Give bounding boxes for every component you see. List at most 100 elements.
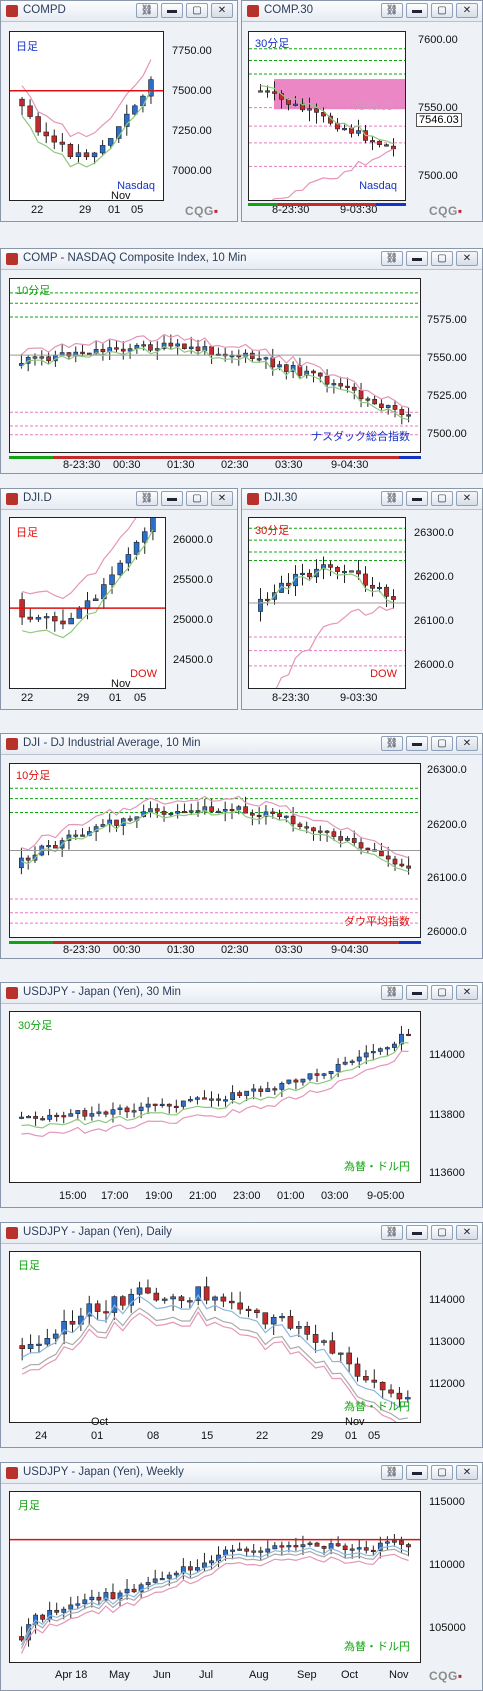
maximize-button[interactable]: ▢ bbox=[186, 491, 208, 506]
link-icon[interactable]: ⛓ bbox=[381, 1465, 403, 1480]
link-icon[interactable]: ⛓ bbox=[136, 3, 158, 18]
candle-body bbox=[178, 1296, 185, 1301]
window-title: USDJPY - Japan (Yen), Daily bbox=[23, 1226, 172, 1238]
candle-body bbox=[159, 1578, 165, 1581]
chart-plot-area[interactable]: 月足 為替・ドル円 bbox=[9, 1491, 421, 1663]
window-title: DJI.D bbox=[23, 492, 52, 504]
chart-plot-area[interactable]: 30分足 為替・ドル円 bbox=[9, 1011, 421, 1183]
x-axis-label: 01 bbox=[108, 204, 121, 216]
chart-window-compd[interactable]: COMPD ⛓ ▬ ▢ ✕ 日足 Nasdaq 7750.00 7500.00 7… bbox=[0, 0, 238, 222]
close-button[interactable]: ✕ bbox=[456, 491, 478, 506]
candle-body bbox=[68, 617, 74, 625]
minimize-button[interactable]: ▬ bbox=[406, 251, 428, 266]
candle-body bbox=[68, 1113, 74, 1117]
title-bar[interactable]: DJI.D ⛓ ▬ ▢ ✕ bbox=[1, 489, 237, 510]
maximize-button[interactable]: ▢ bbox=[431, 251, 453, 266]
chart-window-usdjpy-daily[interactable]: USDJPY - Japan (Yen), Daily ⛓ ▬ ▢ ✕ 日足 為替… bbox=[0, 1222, 483, 1448]
candle-body bbox=[279, 1545, 285, 1548]
chart-plot-area[interactable]: 日足 為替・ドル円 bbox=[9, 1251, 421, 1423]
chart-window-usdjpy-weekly[interactable]: USDJPY - Japan (Yen), Weekly ⛓ ▬ ▢ ✕ 月足為… bbox=[0, 1462, 483, 1691]
link-icon[interactable]: ⛓ bbox=[381, 491, 403, 506]
maximize-button[interactable]: ▢ bbox=[431, 985, 453, 1000]
candle-body bbox=[391, 145, 396, 150]
close-button[interactable]: ✕ bbox=[211, 3, 233, 18]
title-bar[interactable]: COMP - NASDAQ Composite Index, 10 Min ⛓ … bbox=[1, 249, 482, 270]
title-bar[interactable]: DJI.30 ⛓ ▬ ▢ ✕ bbox=[242, 489, 482, 510]
title-bar[interactable]: DJI - DJ Industrial Average, 10 Min ⛓ ▬ … bbox=[1, 734, 482, 755]
candle-body bbox=[317, 830, 323, 833]
candle-body bbox=[406, 1033, 411, 1036]
link-icon[interactable]: ⛓ bbox=[381, 251, 403, 266]
minimize-button[interactable]: ▬ bbox=[406, 736, 428, 751]
candle-body bbox=[99, 145, 106, 154]
close-button[interactable]: ✕ bbox=[456, 1225, 478, 1240]
minimize-button[interactable]: ▬ bbox=[406, 3, 428, 18]
y-axis-label: 115000 bbox=[429, 1496, 465, 1508]
x-axis-label: Jul bbox=[199, 1669, 214, 1681]
chart-window-dji30[interactable]: DJI.30 ⛓ ▬ ▢ ✕ 30分足 DOW 26300.0 26200.0 2… bbox=[241, 488, 483, 710]
candle-body bbox=[251, 1550, 257, 1553]
maximize-button[interactable]: ▢ bbox=[431, 3, 453, 18]
close-button[interactable]: ✕ bbox=[456, 1465, 478, 1480]
maximize-button[interactable]: ▢ bbox=[431, 1465, 453, 1480]
chart-window-comp-10min[interactable]: COMP - NASDAQ Composite Index, 10 Min ⛓ … bbox=[0, 248, 483, 474]
candle-body bbox=[265, 598, 270, 602]
minimize-button[interactable]: ▬ bbox=[406, 985, 428, 1000]
title-bar[interactable]: USDJPY - Japan (Yen), 30 Min ⛓ ▬ ▢ ✕ bbox=[1, 983, 482, 1004]
maximize-button[interactable]: ▢ bbox=[431, 736, 453, 751]
chart-window-usdjpy-30min[interactable]: USDJPY - Japan (Yen), 30 Min ⛓ ▬ ▢ ✕ 30分… bbox=[0, 982, 483, 1208]
moving-average-line bbox=[20, 333, 409, 409]
candle-body bbox=[59, 141, 66, 145]
chart-plot-area[interactable]: 30分足 DOW bbox=[248, 517, 406, 689]
title-bar[interactable]: COMPD ⛓ ▬ ▢ ✕ bbox=[1, 1, 237, 22]
close-button[interactable]: ✕ bbox=[456, 736, 478, 751]
candle-body bbox=[173, 1572, 179, 1576]
chart-window-comp30[interactable]: COMP.30 ⛓ ▬ ▢ ✕ 30分足 Nasdaq 7546.03 7600.0… bbox=[241, 0, 483, 222]
minimize-button[interactable]: ▬ bbox=[406, 1465, 428, 1480]
candle-body bbox=[391, 1540, 397, 1543]
title-bar[interactable]: COMP.30 ⛓ ▬ ▢ ✕ bbox=[242, 1, 482, 22]
link-icon[interactable]: ⛓ bbox=[381, 985, 403, 1000]
chart-plot-area[interactable]: 日足 Nasdaq bbox=[9, 31, 164, 201]
candle-body bbox=[89, 1596, 95, 1601]
close-button[interactable]: ✕ bbox=[456, 251, 478, 266]
candle-body bbox=[245, 1308, 252, 1311]
chart-plot-area[interactable]: 30分足 Nasdaq 7546.03 bbox=[248, 31, 406, 201]
candle-body bbox=[307, 1073, 313, 1080]
maximize-button[interactable]: ▢ bbox=[431, 491, 453, 506]
link-icon[interactable]: ⛓ bbox=[136, 491, 158, 506]
link-icon[interactable]: ⛓ bbox=[381, 3, 403, 18]
candle-body bbox=[40, 1614, 46, 1620]
candle-body bbox=[188, 810, 194, 813]
candle-body bbox=[148, 79, 154, 97]
minimize-button[interactable]: ▬ bbox=[406, 491, 428, 506]
chart-window-dji-daily[interactable]: DJI.D ⛓ ▬ ▢ ✕ 日足 DOW 26000.0 25500.0 2500… bbox=[0, 488, 238, 710]
maximize-button[interactable]: ▢ bbox=[431, 1225, 453, 1240]
close-button[interactable]: ✕ bbox=[456, 3, 478, 18]
title-bar[interactable]: USDJPY - Japan (Yen), Daily ⛓ ▬ ▢ ✕ bbox=[1, 1223, 482, 1244]
chart-window-dji-10min[interactable]: DJI - DJ Industrial Average, 10 Min ⛓ ▬ … bbox=[0, 733, 483, 959]
candle-body bbox=[52, 1333, 59, 1339]
candle-body bbox=[304, 370, 310, 376]
chart-plot-area[interactable]: 10分足 ダウ平均指数 bbox=[9, 763, 421, 938]
chart-plot-area[interactable]: 日足 DOW bbox=[9, 517, 166, 689]
candle-body bbox=[51, 135, 57, 143]
link-icon[interactable]: ⛓ bbox=[381, 736, 403, 751]
title-bar[interactable]: USDJPY - Japan (Yen), Weekly ⛓ ▬ ▢ ✕ bbox=[1, 1463, 482, 1484]
candle-body bbox=[279, 1316, 285, 1319]
close-button[interactable]: ✕ bbox=[211, 491, 233, 506]
minimize-button[interactable]: ▬ bbox=[161, 491, 183, 506]
x-axis-label: 05 bbox=[368, 1430, 381, 1442]
x-axis-label: 01:30 bbox=[167, 944, 195, 956]
minimize-button[interactable]: ▬ bbox=[161, 3, 183, 18]
candle-body bbox=[120, 348, 126, 352]
instrument-label: DOW bbox=[370, 668, 397, 680]
link-icon[interactable]: ⛓ bbox=[381, 1225, 403, 1240]
candle-body bbox=[145, 1287, 151, 1294]
maximize-button[interactable]: ▢ bbox=[186, 3, 208, 18]
close-button[interactable]: ✕ bbox=[456, 985, 478, 1000]
minimize-button[interactable]: ▬ bbox=[406, 1225, 428, 1240]
chart-plot-area[interactable]: 10分足 ナスダック総合指数 bbox=[9, 278, 421, 453]
candle-body bbox=[35, 617, 42, 620]
candle-body bbox=[349, 570, 354, 573]
